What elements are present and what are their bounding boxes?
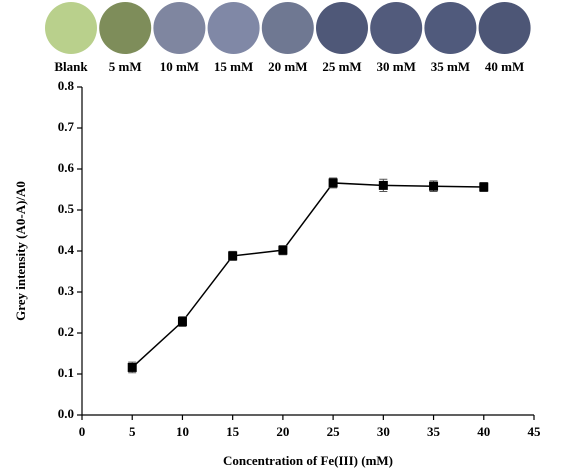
- x-tick-label: 40: [477, 424, 490, 439]
- x-tick-label: 45: [528, 424, 542, 439]
- swatch-label: 30 mM: [377, 59, 416, 74]
- x-tick-label: 15: [226, 424, 240, 439]
- swatch: [207, 2, 260, 54]
- y-axis-label: Grey intensity (A0-A)/A0: [13, 181, 28, 321]
- swatch: [478, 2, 531, 54]
- swatch: [316, 2, 368, 54]
- marker: [378, 180, 388, 190]
- y-tick-label: 0.1: [58, 365, 74, 380]
- swatch-label: 40 mM: [485, 59, 524, 74]
- y-tick-label: 0.7: [58, 119, 75, 134]
- data-line: [131, 182, 484, 368]
- x-tick-label: 35: [427, 424, 441, 439]
- y-tick-label: 0.6: [58, 160, 75, 175]
- marker: [278, 245, 288, 255]
- marker: [228, 251, 238, 261]
- marker: [127, 362, 137, 372]
- swatch-label: 10 mM: [160, 59, 199, 74]
- x-tick-label: 5: [129, 424, 136, 439]
- swatch: [370, 2, 423, 54]
- y-tick-label: 0.4: [58, 242, 75, 257]
- swatch-label: 15 mM: [214, 59, 253, 74]
- marker: [328, 178, 338, 188]
- swatch-label: 25 mM: [322, 59, 361, 74]
- y-tick-label: 0.3: [58, 283, 75, 298]
- swatch: [424, 2, 477, 54]
- x-tick-label: 10: [176, 424, 189, 439]
- x-tick-label: 0: [79, 424, 86, 439]
- y-tick-label: 0.0: [58, 406, 74, 421]
- x-tick-label: 30: [377, 424, 390, 439]
- x-axis-label: Concentration of Fe(III) (mM): [223, 453, 393, 468]
- marker: [479, 182, 489, 192]
- marker: [429, 181, 439, 191]
- swatch-label: 20 mM: [268, 59, 307, 74]
- swatch: [153, 2, 206, 54]
- swatch-label: 35 mM: [431, 59, 470, 74]
- x-tick-label: 20: [276, 424, 289, 439]
- swatch-label: Blank: [54, 59, 88, 74]
- marker: [177, 317, 187, 327]
- y-tick-label: 0.2: [58, 324, 74, 339]
- x-tick-label: 25: [327, 424, 341, 439]
- swatch: [99, 2, 152, 54]
- y-tick-label: 0.5: [58, 201, 75, 216]
- swatch: [45, 2, 97, 54]
- y-tick-label: 0.8: [58, 78, 75, 93]
- swatch: [261, 2, 314, 54]
- swatch-label: 5 mM: [109, 59, 142, 74]
